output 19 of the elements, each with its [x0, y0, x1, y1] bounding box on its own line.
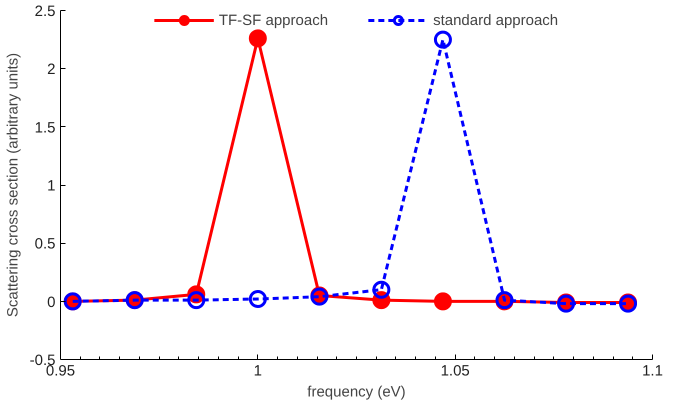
y-tick-label: 0.5 — [34, 236, 56, 253]
legend-label: TF-SF approach — [218, 12, 328, 28]
point — [248, 29, 267, 48]
point — [248, 290, 267, 308]
y-tick-label: 1.5 — [34, 119, 56, 136]
point — [434, 292, 452, 310]
y-axis-title: Scattering cross section (arbitrary units) — [4, 52, 22, 318]
point — [187, 291, 206, 310]
point — [434, 30, 452, 49]
y-tick-label: 0 — [47, 294, 56, 311]
x-tick-label: 1 — [254, 362, 262, 380]
legend-label: standard approach — [433, 12, 558, 28]
y-tick-label: 1 — [47, 178, 56, 194]
x-axis-title: frequency (eV) — [307, 384, 406, 400]
x-tick-label: 1.1 — [642, 362, 663, 380]
point — [372, 280, 390, 299]
y-tick-label: 2 — [47, 61, 56, 78]
x-tick-label: 1.05 — [440, 362, 470, 380]
y-tick-label: 2.5 — [34, 3, 56, 20]
